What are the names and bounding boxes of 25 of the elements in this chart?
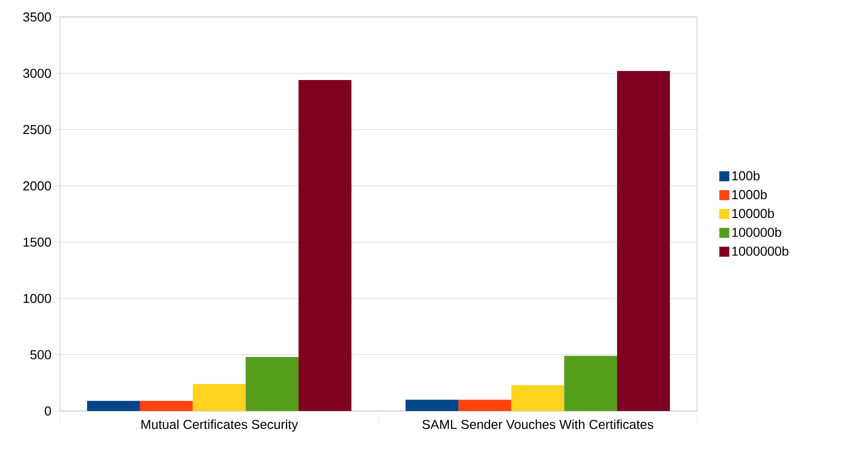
bar xyxy=(406,400,458,411)
bar xyxy=(511,385,564,411)
legend-label: 100000b xyxy=(732,227,782,237)
y-tick-label: 1000 xyxy=(24,294,51,304)
bar xyxy=(192,384,246,411)
y-tick-label: 500 xyxy=(30,350,51,360)
bar xyxy=(564,356,618,411)
legend-label: 1000b xyxy=(732,190,767,200)
y-tick-label: 1500 xyxy=(24,238,51,247)
legend-label: 100b xyxy=(732,170,760,180)
y-tick-label: 2000 xyxy=(23,181,51,190)
legend-label: 10000b xyxy=(732,208,774,218)
bar xyxy=(140,400,193,411)
bar xyxy=(298,80,352,411)
bar xyxy=(617,71,670,411)
y-tick-label: 0 xyxy=(44,406,51,416)
y-tick-label: 3000 xyxy=(23,68,51,78)
legend-label: 1000000b xyxy=(732,246,788,256)
y-tick-label: 2500 xyxy=(23,124,51,134)
bar xyxy=(246,356,299,411)
y-tick-label: 3500 xyxy=(23,12,51,22)
x-tick-label: SAML Sender Vouches With Certificates xyxy=(422,420,654,430)
bar xyxy=(87,400,140,411)
bar xyxy=(458,400,512,411)
x-tick-label: Mutual Certificates Security xyxy=(141,420,298,432)
